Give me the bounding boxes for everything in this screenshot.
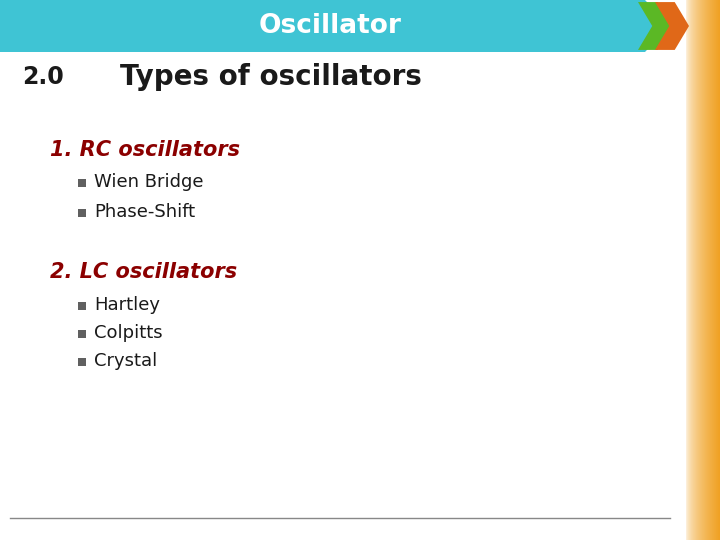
- Bar: [705, 0, 706, 540]
- Bar: [706, 0, 707, 540]
- Bar: [707, 0, 708, 540]
- Bar: [688, 0, 689, 540]
- Bar: [78, 208, 86, 217]
- Polygon shape: [0, 0, 670, 52]
- Bar: [712, 0, 713, 540]
- Polygon shape: [638, 2, 672, 50]
- Bar: [708, 0, 709, 540]
- Bar: [694, 0, 695, 540]
- Bar: [695, 0, 696, 540]
- Text: Types of oscillators: Types of oscillators: [120, 63, 422, 91]
- Text: Oscillator: Oscillator: [258, 13, 402, 39]
- Bar: [78, 179, 86, 186]
- Bar: [687, 0, 688, 540]
- Text: Crystal: Crystal: [94, 352, 157, 370]
- Bar: [704, 0, 705, 540]
- Bar: [714, 0, 715, 540]
- Text: Phase-Shift: Phase-Shift: [94, 203, 195, 221]
- Text: 2. LC oscillators: 2. LC oscillators: [50, 262, 237, 282]
- Text: Hartley: Hartley: [94, 296, 160, 314]
- Bar: [691, 0, 692, 540]
- Bar: [697, 0, 698, 540]
- Bar: [78, 329, 86, 338]
- Bar: [78, 301, 86, 309]
- Bar: [715, 0, 716, 540]
- Bar: [718, 0, 719, 540]
- Polygon shape: [655, 2, 689, 50]
- Bar: [690, 0, 691, 540]
- Bar: [686, 0, 687, 540]
- Bar: [703, 0, 704, 540]
- Bar: [709, 0, 710, 540]
- Bar: [78, 357, 86, 366]
- Bar: [710, 0, 711, 540]
- Bar: [700, 0, 701, 540]
- Bar: [701, 0, 702, 540]
- Bar: [711, 0, 712, 540]
- Bar: [689, 0, 690, 540]
- Text: Colpitts: Colpitts: [94, 324, 163, 342]
- Text: Wien Bridge: Wien Bridge: [94, 173, 204, 191]
- Bar: [696, 0, 697, 540]
- Bar: [702, 0, 703, 540]
- Bar: [719, 0, 720, 540]
- Bar: [699, 0, 700, 540]
- Bar: [685, 0, 686, 540]
- Bar: [698, 0, 699, 540]
- Bar: [716, 0, 717, 540]
- Text: 2.0: 2.0: [22, 65, 64, 89]
- Bar: [717, 0, 718, 540]
- Bar: [713, 0, 714, 540]
- Text: 1. RC oscillators: 1. RC oscillators: [50, 140, 240, 160]
- Bar: [692, 0, 693, 540]
- Bar: [693, 0, 694, 540]
